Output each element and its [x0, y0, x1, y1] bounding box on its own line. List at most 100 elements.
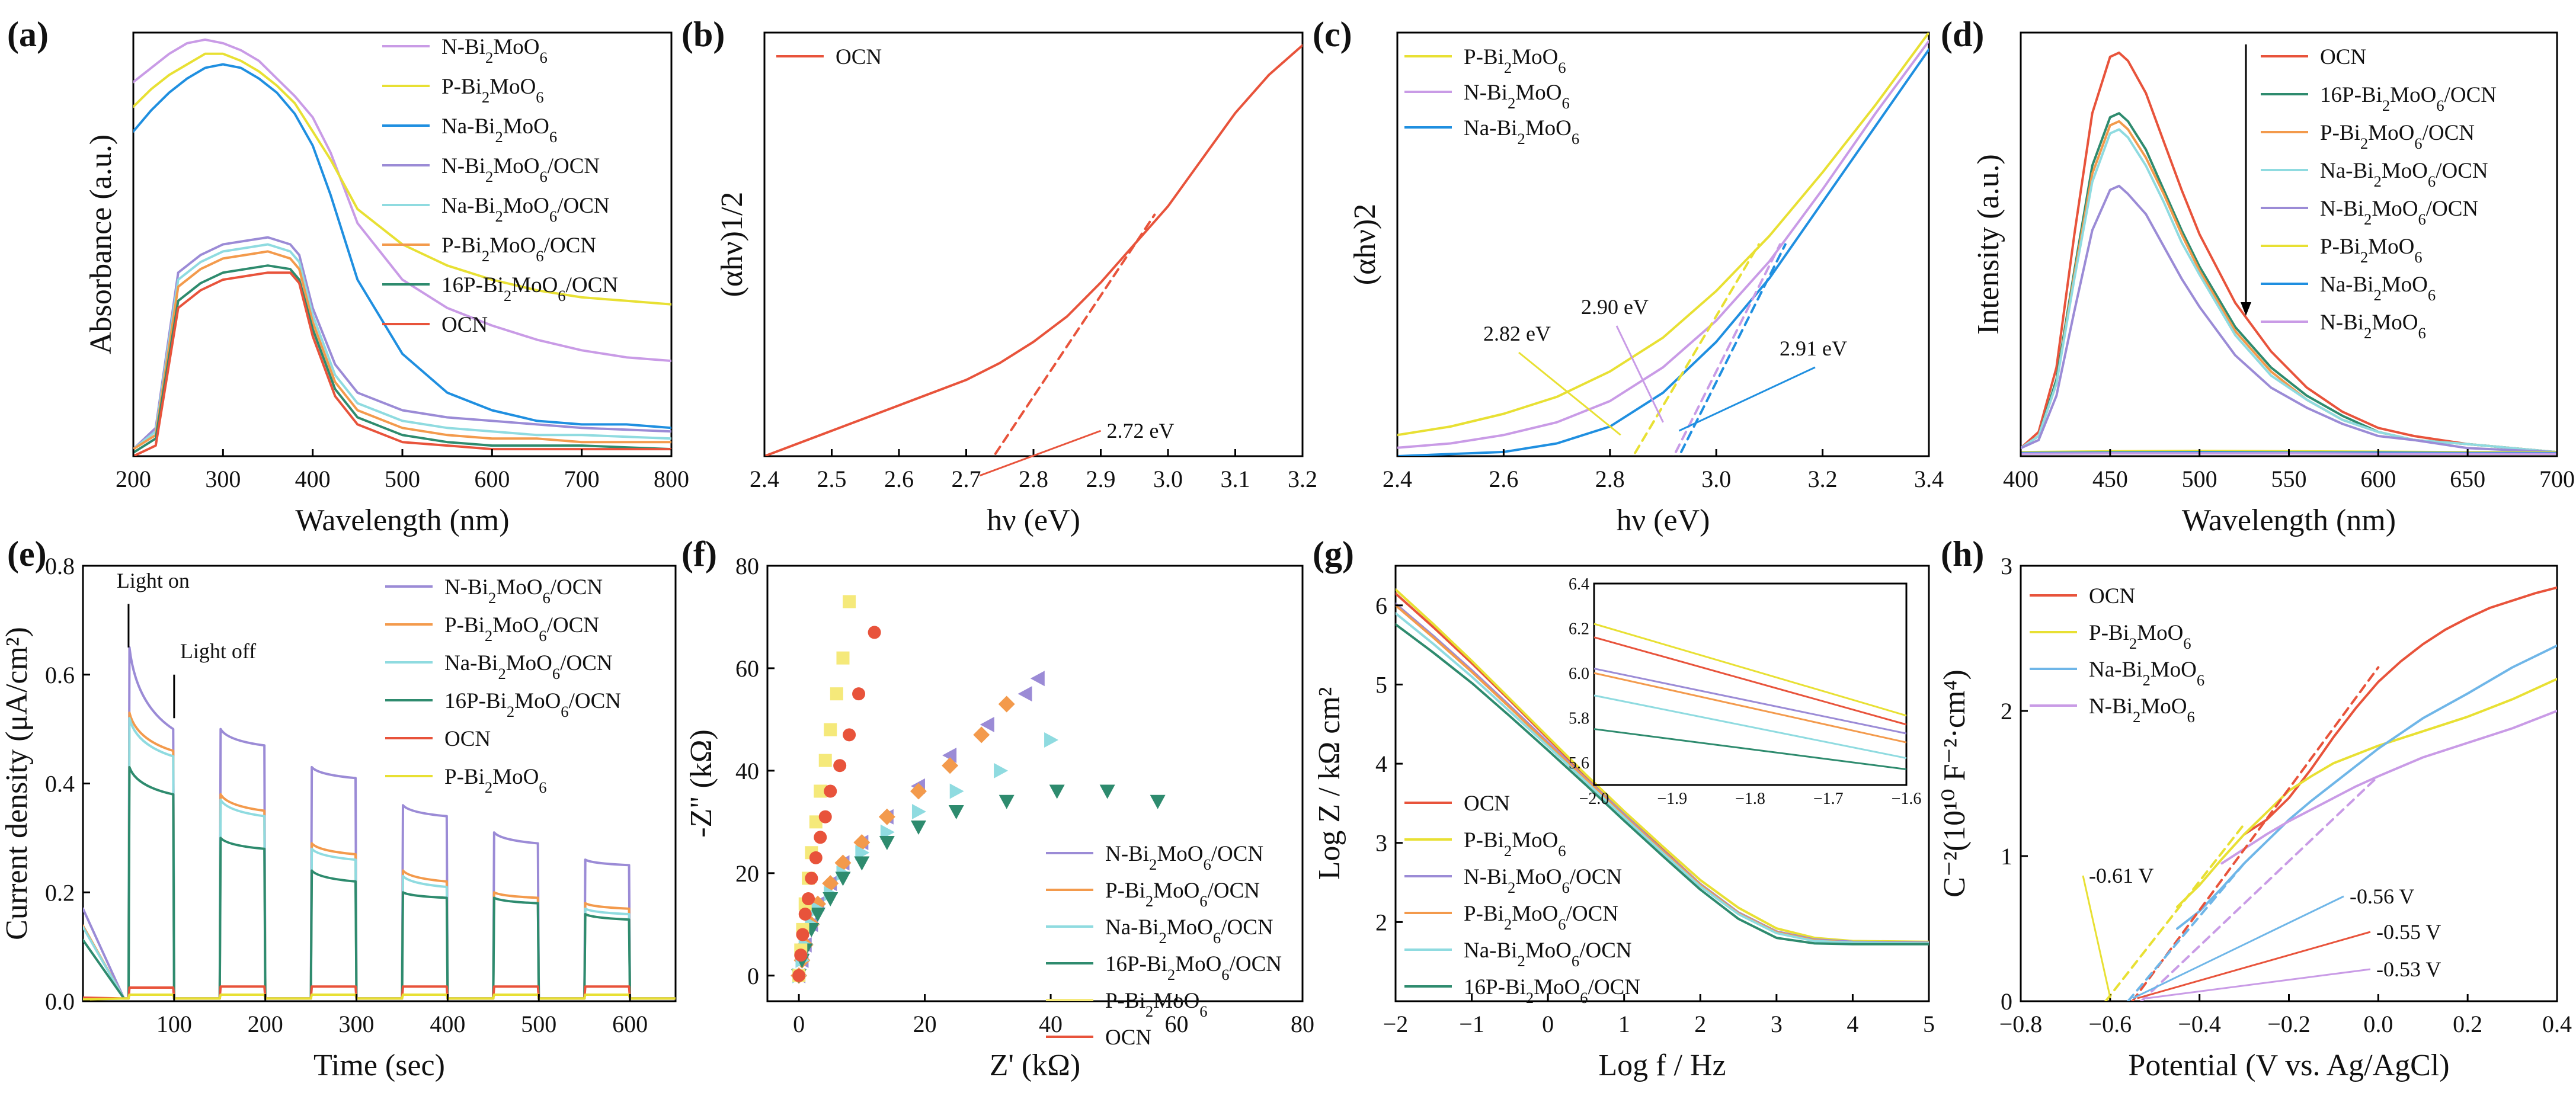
subscript: 2: [2360, 248, 2368, 266]
text-run: MoO: [1167, 915, 1213, 940]
text-run: MoO: [514, 689, 561, 713]
data-point-ocn: [868, 626, 881, 639]
text-run: MoO: [496, 575, 542, 600]
data-point-ocn: [824, 784, 837, 798]
y-axis-title: Log Z / kΩ cm²: [1313, 687, 1346, 880]
series-line-ocn: [1396, 592, 1929, 944]
panel-e: (e) 100 200 300 400 500 600 0.0 0.2 0.4 0.6 0.8 Time…: [0, 534, 677, 1082]
data-point-ocn: [843, 728, 856, 742]
y-axis-title: Intensity (a.u.): [1972, 154, 2005, 335]
text-run: OCN: [1464, 791, 1510, 816]
text-run: MoO: [2151, 658, 2197, 682]
text-run: N-Bi: [2089, 694, 2133, 719]
subscript: 2: [1517, 952, 1525, 970]
data-point-ocn: [818, 810, 832, 823]
legend-label: OCN: [2320, 45, 2366, 69]
text-run: MoO: [1525, 938, 1572, 963]
x-tick-label: −1: [1459, 1011, 1484, 1037]
inset-line-n-bi2moo6-ocn: [1593, 668, 1907, 735]
plot-area: [133, 38, 671, 456]
text-run: MoO: [2390, 83, 2436, 107]
y-tick-label: 1: [2001, 843, 2012, 870]
subscript: 2: [504, 287, 511, 305]
inset-y-tick-label: 5.6: [1569, 754, 1589, 773]
text-run: OCN: [836, 45, 882, 69]
annotation-0-53-v: -0.53 V: [2376, 957, 2441, 981]
text-run: MoO: [1515, 865, 1561, 889]
legend-label: N-Bi2MoO6/OCN: [1105, 842, 1263, 873]
x-axis-title: Time (sec): [313, 1049, 445, 1082]
legend-label: N-Bi2MoO6: [2089, 694, 2195, 726]
subscript: 2: [1149, 855, 1157, 873]
subscript: 2: [1145, 892, 1153, 910]
plot-area: [1397, 33, 1929, 456]
series-line-p-bi2moo6: [1397, 33, 1929, 437]
subscript: 2: [2382, 97, 2390, 114]
y-tick-label: 0.2: [45, 879, 75, 906]
subscript: 6: [1199, 892, 1207, 910]
plot-area: [83, 646, 676, 1001]
text-run: /OCN: [1566, 902, 1618, 926]
text-run: MoO: [1534, 975, 1580, 999]
legend-label: N-Bi2MoO6/OCN: [444, 575, 603, 607]
text-run: P-Bi: [444, 765, 485, 789]
x-tick-label: 2.9: [1086, 466, 1116, 492]
y-tick-label: 6: [1375, 592, 1387, 619]
text-run: /OCN: [1570, 865, 1622, 889]
x-tick-label: 2: [1694, 1011, 1706, 1037]
text-run: N-Bi: [441, 35, 485, 59]
text-run: /OCN: [544, 233, 596, 258]
x-tick-label: 300: [205, 466, 241, 492]
text-run: /OCN: [2426, 197, 2478, 221]
text-run: MoO: [511, 273, 558, 297]
text-run: MoO: [1153, 879, 1199, 903]
y-tick-label: 0: [747, 963, 759, 989]
legend-label: P-Bi2MoO6: [2089, 621, 2191, 652]
x-tick-label: 20: [913, 1011, 937, 1037]
x-tick-label: 600: [2360, 466, 2396, 492]
inset-x-tick-label: −1.6: [1892, 790, 1922, 808]
subscript: 6: [1558, 915, 1566, 933]
text-run: 16: [441, 273, 463, 297]
annotation-2-82-ev: 2.82 eV: [1483, 322, 1551, 345]
text-run: MoO: [493, 154, 539, 178]
plot-area: [2104, 586, 2557, 1001]
text-run: P-Bi: [2320, 235, 2360, 259]
text-run: Na-Bi: [2320, 273, 2373, 297]
text-run: P-Bi: [2320, 121, 2360, 145]
legend-label: Na-Bi2MoO6: [441, 114, 557, 146]
subscript: 2: [2373, 172, 2381, 190]
subscript: 6: [539, 778, 546, 796]
legend-label: P-Bi2MoO6: [441, 75, 544, 106]
x-tick-label: 40: [1039, 1011, 1063, 1037]
x-tick-label: 2.4: [750, 466, 779, 492]
plot-area: [1396, 588, 1929, 946]
annotation-arrow: [1678, 366, 1816, 432]
series-line-p-bi2moo6-ocn: [133, 250, 671, 451]
data-point-ocn: [809, 851, 823, 864]
legend-label: 16P-Bi2MoO6/OCN: [1464, 975, 1640, 1007]
legend-label: P-Bi2MoO6/OCN: [1464, 902, 1618, 933]
data-point-na-bi2moo6-ocn: [1044, 732, 1059, 748]
text-run: MoO: [2382, 273, 2428, 297]
fit-line-n-fit: [1672, 243, 1781, 456]
legend-label: N-Bi2MoO6/OCN: [2320, 197, 2478, 228]
y-tick-label: 60: [735, 655, 759, 682]
annotation-0-55-v: -0.55 V: [2376, 920, 2441, 944]
y-tick-label: 0.6: [45, 662, 75, 688]
x-tick-label: 3.1: [1221, 466, 1250, 492]
text-run: 16: [1464, 975, 1486, 999]
legend-label: OCN: [2089, 584, 2135, 608]
y-tick-label: 0.0: [45, 988, 75, 1015]
x-tick-label: 3: [1771, 1011, 1783, 1037]
x-tick-label: 1: [1618, 1011, 1630, 1037]
series-line-n-bi2moo6-ocn: [133, 236, 671, 451]
y-tick-label: 80: [735, 553, 759, 579]
x-axis-title: hν (eV): [1617, 504, 1710, 537]
x-tick-label: 800: [654, 466, 689, 492]
legend-label: OCN: [1464, 791, 1510, 816]
text-run: MoO: [1512, 45, 1558, 69]
x-tick-label: 700: [564, 466, 600, 492]
data-point-p-bi2moo6-ocn: [973, 726, 990, 744]
